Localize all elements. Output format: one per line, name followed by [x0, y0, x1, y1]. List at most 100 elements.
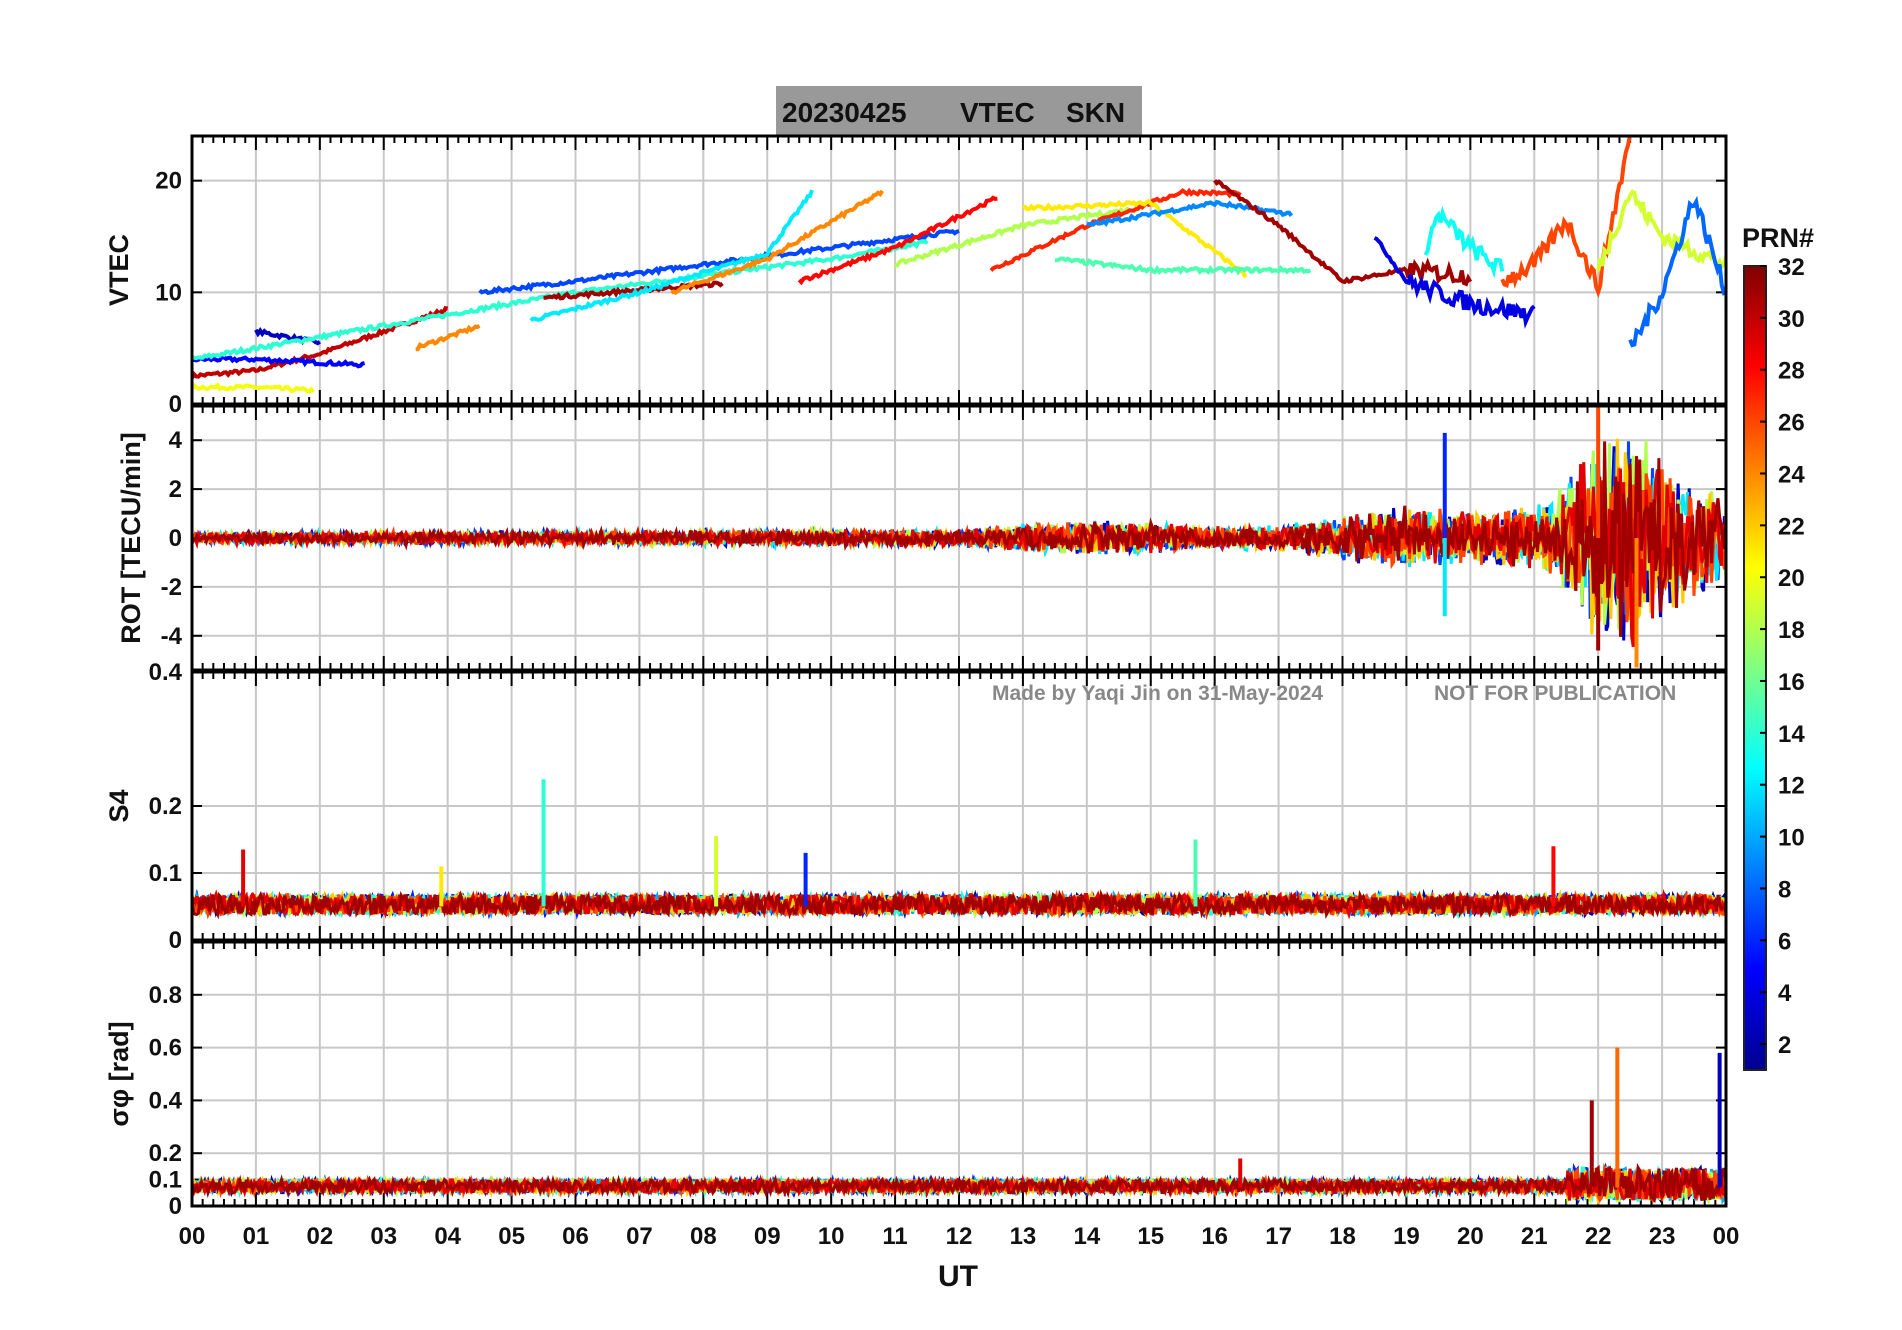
x-tick-label: 05	[498, 1223, 525, 1250]
title-date: 20230425	[782, 97, 907, 128]
s4-series-line	[192, 889, 1726, 920]
panel-sigma-phi: 00.10.2 0.4 0.6 0.8 σφ [rad]	[104, 940, 1728, 1220]
y-tick-label: 0.8	[149, 982, 182, 1009]
colorbar-tick-label: 6	[1778, 928, 1791, 955]
x-tick-label: 06	[562, 1223, 589, 1250]
colorbar-label: PRN#	[1742, 223, 1814, 253]
x-tick-label: 15	[1137, 1223, 1164, 1250]
vtec-series-line	[1596, 189, 1726, 272]
vtec-series-line	[1423, 205, 1505, 279]
vtec-series-line	[478, 228, 960, 296]
y-tick-label: -4	[161, 623, 183, 650]
y-axis-label: VTEC	[104, 234, 134, 306]
x-tick-label: 04	[434, 1223, 461, 1250]
x-tick-label: 13	[1010, 1223, 1037, 1250]
y-tick-label: 0.1	[149, 1167, 182, 1194]
y-tick-label: 2	[169, 476, 182, 503]
title-station: SKN	[1066, 97, 1125, 128]
x-tick-label: 18	[1329, 1223, 1356, 1250]
y-tick-label: 0.1	[149, 860, 182, 887]
y-tick-label: 20	[155, 168, 182, 195]
panel-frame	[190, 940, 1728, 1208]
x-axis: 00 01 02 03 04 05 06 07 08 09 10 11 12 13 14 15 16 17 18 19…	[179, 1223, 1740, 1250]
x-tick-label: 16	[1201, 1223, 1228, 1250]
y-tick-label: 0.2	[149, 793, 182, 820]
colorbar-tick-label: 18	[1778, 617, 1805, 644]
vtec-series-line	[1628, 195, 1726, 348]
watermark-notice: NOT FOR PUBLICATION	[1434, 682, 1676, 705]
x-tick-label: 07	[626, 1223, 653, 1250]
x-tick-label: 00	[179, 1223, 206, 1250]
y-tick-label: 0.2	[149, 1140, 182, 1167]
vtec-series-line	[1500, 136, 1632, 298]
x-tick-label: 01	[243, 1223, 270, 1250]
colorbar-tick-label: 14	[1778, 721, 1805, 748]
panel-frame	[190, 670, 1728, 942]
x-tick-label: 10	[818, 1223, 845, 1250]
panel-data	[192, 406, 1726, 668]
y-axis-label: ROT [TECU/min]	[116, 432, 146, 643]
panel-frame	[190, 404, 1728, 672]
chart-title: 20230425 VTEC SKN	[776, 86, 1142, 136]
y-axis-label: σφ [rad]	[104, 1021, 134, 1126]
panel-data	[192, 136, 1726, 394]
x-tick-label: 20	[1457, 1223, 1484, 1250]
x-tick-label: 09	[754, 1223, 781, 1250]
colorbar-tick-label: 2	[1778, 1032, 1791, 1059]
colorbar-tick-label: 28	[1778, 358, 1805, 385]
panel-data	[192, 779, 1726, 921]
vtec-series-line	[1054, 256, 1312, 276]
rot-series-line	[192, 441, 1726, 637]
colorbar-tick-label: 10	[1778, 825, 1805, 852]
x-tick-label: 17	[1265, 1223, 1292, 1250]
watermark-author: Made by Yaqi Jin on 31-May-2024	[992, 682, 1323, 705]
colorbar-tick-label: 26	[1778, 410, 1805, 437]
vtec-series-line	[192, 355, 366, 369]
colorbar-tick-label: 8	[1778, 876, 1791, 903]
colorbar-tick-label: 24	[1778, 461, 1805, 488]
y-tick-label: -2	[161, 574, 182, 601]
panel-data	[192, 1047, 1726, 1206]
y-axis-label: S4	[104, 789, 134, 822]
colorbar-tick-label: 22	[1778, 513, 1805, 540]
x-axis-label: UT	[938, 1260, 978, 1293]
vtec-series-line	[797, 195, 998, 286]
colorbar-tick-label: 30	[1778, 306, 1805, 333]
vtec-series-line	[1373, 236, 1536, 329]
x-tick-label: 12	[946, 1223, 973, 1250]
panel-s4: 0 0.1 0.2 0.4 S4	[104, 659, 1728, 954]
vtec-series-line	[894, 206, 1139, 268]
y-tick-label: 0	[169, 525, 182, 552]
panel-vtec: 0 10 20 VTEC	[104, 134, 1728, 418]
x-tick-label: 23	[1649, 1223, 1676, 1250]
x-tick-label: 22	[1585, 1223, 1612, 1250]
x-tick-label: 00	[1713, 1223, 1740, 1250]
vtec-series-line	[529, 189, 814, 323]
title-param: VTEC	[960, 97, 1035, 128]
panel-rot: -4 -2 0 2 4 ROT [TECU/min]	[116, 404, 1728, 672]
colorbar-gradient	[1743, 265, 1767, 1071]
x-tick-label: 11	[882, 1223, 907, 1250]
vtec-series-line	[415, 324, 481, 352]
y-tick-label: 0	[169, 1193, 182, 1220]
colorbar-tick-label: 12	[1778, 773, 1805, 800]
colorbar-tick-label: 32	[1778, 254, 1805, 281]
x-tick-label: 02	[306, 1223, 333, 1250]
y-tick-label: 0	[169, 927, 182, 954]
sigma_phi-series-line	[192, 1162, 1726, 1204]
y-tick-label: 10	[155, 279, 182, 306]
vtec-series-line	[192, 382, 315, 394]
title-box	[776, 86, 1142, 136]
x-tick-label: 19	[1393, 1223, 1420, 1250]
colorbar-tick-label: 4	[1778, 980, 1792, 1007]
vtec-series-line	[1022, 198, 1247, 278]
vtec-series-line	[670, 189, 885, 296]
vtec-series-line	[989, 187, 1242, 272]
y-tick-label: 0.4	[149, 1087, 183, 1114]
y-tick-label: 0.4	[149, 659, 183, 686]
x-tick-label: 14	[1073, 1223, 1100, 1250]
panel-frame	[190, 134, 1728, 406]
